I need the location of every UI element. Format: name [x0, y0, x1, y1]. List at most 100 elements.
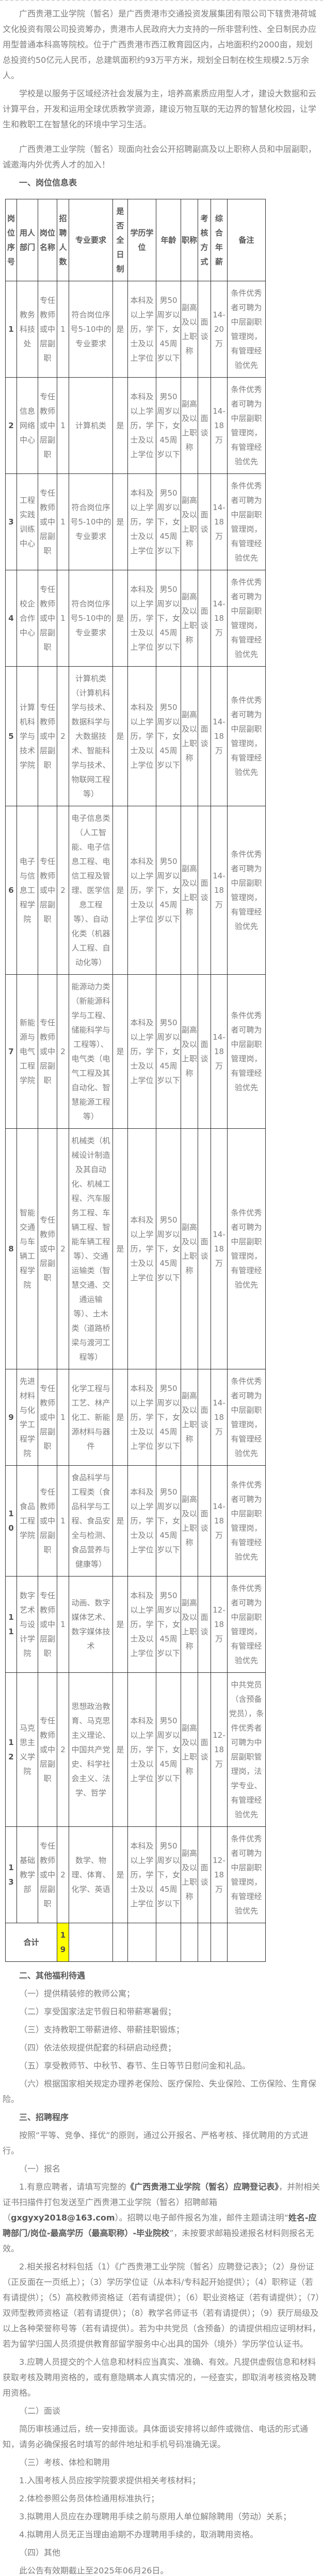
cell-seq: 8 [5, 1128, 17, 1369]
benefit-item: （四）依法依规提供配套的科研启动经费； [19, 2043, 176, 2053]
cell-age: 男50周岁以下，女45周岁以下 [156, 281, 181, 378]
apply-step-1-text: ，并附相关证书扫描件打包发送至广西贵港工业学院（暂名）招聘邮箱（ [3, 2182, 320, 2223]
cell-post: 专任教师或中层副职 [38, 1826, 57, 1923]
cell-note: 条件优秀者可聘为中层副职管理岗，有管理经验优先 [227, 806, 266, 975]
cell-seq: 11 [5, 1576, 17, 1673]
cell-age: 男50周岁以下，女45周岁以下 [156, 1826, 181, 1923]
cell-major: 动画、数字媒体艺术、数字媒体技术 [69, 1576, 113, 1673]
apply-step-1-text: ）。招聘以电子邮件报名为准，邮件主题请注明“ [115, 2213, 288, 2223]
cell-seq: 1 [5, 281, 17, 378]
cell-dept: 信息网络中心 [17, 377, 38, 474]
cell-fulltime: 是 [112, 377, 128, 474]
cell-dept: 数字艺术与设计学院 [17, 1576, 38, 1673]
cell-fulltime: 是 [112, 1128, 128, 1369]
cell-major: 化学工程与工艺、林产化工、新能源材料与器件 [69, 1369, 113, 1466]
table-row: 10 食品工程学院 专任教师或中层副职 1 食品科学与工程类（食品科学与工程、食品安全与… [5, 1465, 266, 1577]
cell-dept: 电子与信息工程学院 [17, 806, 38, 975]
apply-step-2: 2.相关报名材料包括（1）《广西贵港工业学院（暂名）应聘登记表》；（2）身份证（… [3, 2262, 321, 2349]
cell-empty [198, 1923, 211, 1962]
cell-method: 面谈 [198, 570, 211, 667]
cell-degree: 本科及以上学历，学士及以上学位 [127, 281, 156, 378]
cell-degree: 本科及以上学历，学士及以上学位 [127, 570, 156, 667]
cell-count: 2 [57, 1672, 69, 1827]
benefit-item: （一）提供精装修的教师公寓； [19, 1989, 135, 1998]
col-header-title: 职称 [181, 199, 198, 281]
cell-seq: 5 [5, 666, 17, 806]
cell-method: 面谈 [198, 1576, 211, 1673]
cell-note: 条件优秀者可聘为中层副职管理岗，有管理经验优先 [227, 1369, 266, 1466]
col-header-method: 考核方式 [198, 199, 211, 281]
cell-salary: 14-18万 [211, 473, 228, 570]
cell-note: 条件优秀者可聘为中层副职管理岗，有管理经验优先 [227, 666, 266, 806]
cell-dept: 先进材料与化学工程学院 [17, 1369, 38, 1466]
table-header-row: 岗位序号 用人部门 岗位名称 招聘人数 专业要求 是否全日制 学历学位 年龄 职… [5, 199, 266, 281]
cell-empty [211, 1923, 228, 1962]
cell-age: 男50周岁以下，女45周岁以下 [156, 1369, 181, 1466]
intro-paragraph-1: 广西贵港工业学院（暂名）是广西贵港市交通投资发展集团有限公司下辖贵港荷城文化投资… [3, 9, 317, 80]
cell-post: 专任教师或中层副职 [38, 570, 57, 667]
cell-major: 能源动力类（新能源科学与工程、储能科学与工程等）、电气类（电气工程及其自动化、智… [69, 974, 113, 1129]
table-row: 1 教务科技处 专任教师或中层副职 1 符合岗位序号5-10中的专业要求是本科及以上学历… [5, 281, 266, 378]
cell-count: 1 [57, 377, 69, 474]
recruit-email: gxgyxy2018@163.com [11, 2213, 115, 2223]
cell-count: 1 [57, 281, 69, 378]
cell-fulltime: 是 [112, 1576, 128, 1673]
cell-dept: 基础教学部 [17, 1826, 38, 1923]
cell-empty [112, 1923, 128, 1962]
cell-degree: 本科及以上学历，学士及以上学位 [127, 1576, 156, 1673]
col-header-salary: 综合年薪 [211, 199, 228, 281]
cell-fulltime: 是 [112, 1672, 128, 1827]
cell-note: 中共党员（含预备党员），条件优秀者可聘为中层副职管理岗，法学专业、有管理经验优先 [227, 1672, 266, 1827]
cell-age: 男50周岁以下，女45周岁以下 [156, 570, 181, 667]
cell-age: 男50周岁以下，女45周岁以下 [156, 377, 181, 474]
cell-count: 1 [57, 1369, 69, 1466]
cell-title: 副高及以上职称 [181, 1369, 198, 1466]
cell-salary: 14-18万 [211, 570, 228, 667]
cell-count: 2 [57, 1128, 69, 1369]
cell-post: 专任教师或中层副职 [38, 1128, 57, 1369]
cell-method: 面谈 [198, 1128, 211, 1369]
cell-major: 食品科学与工程类（食品科学与工程、食品安全与检测、食品营养与健康等） [69, 1465, 113, 1577]
col-header-seq: 岗位序号 [5, 199, 17, 281]
cell-post: 专任教师或中层副职 [38, 1576, 57, 1673]
cell-title: 副高及以上职称 [181, 281, 198, 378]
cell-method: 面谈 [198, 1672, 211, 1827]
cell-degree: 本科及以上学历，学士及以上学位 [127, 1128, 156, 1369]
validity-date: 此公告有效期截止至2025年06月26日。 [19, 2566, 169, 2575]
benefit-item: （六）根据国家相关规定办理养老保险、医疗保险、失业保险、工伤保险、生育保险。 [3, 2079, 317, 2104]
cell-post: 专任教师或中层副职 [38, 806, 57, 975]
section-title-benefits: 二、其他福利待遇 [19, 1971, 86, 1980]
cell-degree: 本科及以上学历，学士及以上学位 [127, 377, 156, 474]
cell-fulltime: 是 [112, 666, 128, 806]
cell-salary: 14-18万 [211, 1465, 228, 1577]
cell-seq: 12 [5, 1672, 17, 1827]
section-title-positions: 一、岗位信息表 [19, 178, 77, 188]
cell-method: 面谈 [198, 1465, 211, 1577]
intro-paragraph-3: 广西贵港工业学院（暂名）现面向社会公开招聘副高及以上职称人员和中层副职，诚邀海内… [3, 144, 317, 170]
cell-degree: 本科及以上学历，学士及以上学位 [127, 473, 156, 570]
cell-note: 条件优秀者可聘为中层副职管理岗，有管理经验优先 [227, 377, 266, 474]
cell-major: 符合岗位序号5-10中的专业要求 [69, 281, 113, 378]
procedure-sub4-title: （四）其他 [19, 2548, 61, 2557]
cell-method: 面谈 [198, 1826, 211, 1923]
table-row: 2 信息网络中心 专任教师或中层副职 1 计算机类是本科及以上学历，学士及以上学位 男50… [5, 377, 266, 474]
cell-note: 条件优秀者可聘为中层副职管理岗，有管理经验优先 [227, 1465, 266, 1577]
cell-dept: 计算机科学与技术学院 [17, 666, 38, 806]
interview-text: 简历审核通过后，统一安排面谈。具体面谈安排将以邮件或微信、电话的形式通知，请务必… [3, 2424, 309, 2449]
apply-step-1: 1.有意应聘者，请填写完整的《广西贵港工业学院（暂名）应聘登记表》，并附相关证书… [3, 2179, 320, 2257]
total-label: 合计 [5, 1923, 57, 1962]
cell-title: 副高及以上职称 [181, 473, 198, 570]
cell-salary: 14-20万 [211, 281, 228, 378]
cell-major: 机械类（机械设计制造及其自动化、机械工程、汽车服务工程、车辆工程、智能车辆工程等… [69, 1128, 113, 1369]
cell-empty [156, 1923, 181, 1962]
cell-note: 条件优秀者可聘为中层副职管理岗，有管理经验优先 [227, 1576, 266, 1673]
procedure-intro: 按照“平等、竞争、择优”的原则，通过公开报名、严格考核、择优聘用的方式进行。 [3, 2130, 309, 2156]
cell-age: 男50周岁以下，女45周岁以下 [156, 1672, 181, 1827]
cell-major: 符合岗位序号5-10中的专业要求 [69, 473, 113, 570]
table-row: 11 数字艺术与设计学院 专任教师或中层副职 1 动画、数字媒体艺术、数字媒体技术是本科… [5, 1576, 266, 1673]
apply-step-1-text: ”，未按要求邮箱投递报名材料则报名无效。 [3, 2228, 314, 2253]
benefit-item: （五）享受教师节、中秋节、春节、生日等节日慰问金和礼品。 [19, 2061, 251, 2071]
cell-fulltime: 是 [112, 806, 128, 975]
cell-fulltime: 是 [112, 974, 128, 1129]
